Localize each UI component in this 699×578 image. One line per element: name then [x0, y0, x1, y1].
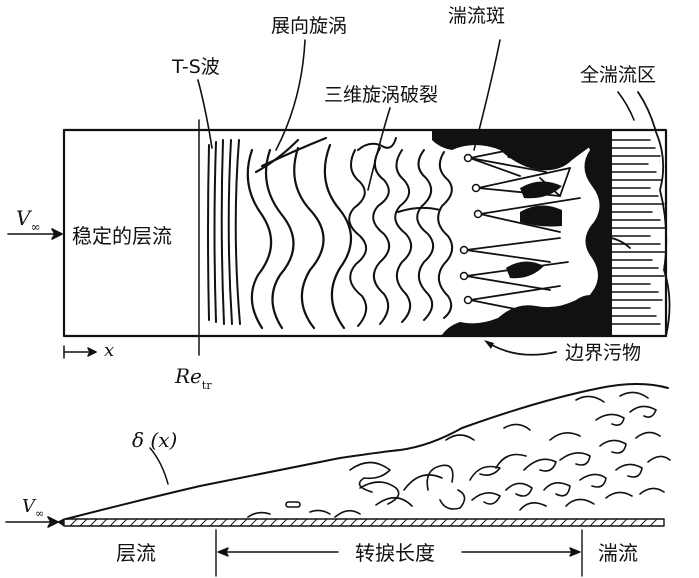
top-inflow-arrow: [7, 228, 63, 240]
top-v-main: V: [16, 206, 31, 230]
vortex-breakdown-curves: [348, 137, 454, 327]
early-disturbances: [247, 501, 361, 518]
bottom-boundary-layer-panel: [5, 383, 671, 577]
label-leaders: [197, 39, 635, 191]
top-v-sub: ∞: [30, 220, 41, 234]
turbulent-region-fill: [432, 131, 612, 335]
turbulent-label: 湍流: [598, 541, 638, 565]
leading-edge: [57, 518, 65, 527]
top-velocity-label: V∞: [16, 208, 40, 233]
laminar-label: 层流: [116, 541, 156, 565]
delta-leader: [149, 447, 169, 485]
stable-laminar-label: 稳定的层流: [72, 224, 172, 248]
re-tr-label: Retr: [175, 366, 212, 391]
re-main: Re: [175, 364, 202, 388]
boundary-contamination-label: 边界污物: [565, 342, 642, 364]
spot-origin-circles: [459, 153, 483, 305]
vortex-breakdown-label: 三维旋涡破裂: [324, 84, 439, 106]
bottom-v-main: V: [22, 496, 35, 517]
bottom-velocity-label: V∞: [22, 496, 45, 520]
ts-wave-lines: [207, 139, 241, 325]
bottom-inflow-arrow: [5, 516, 59, 528]
boundary-layer-edge: [65, 383, 669, 520]
delta-label: δ (x): [132, 428, 178, 452]
ts-wave-label: T-S波: [172, 56, 220, 78]
transition-length-dimension: [215, 529, 583, 577]
turbulent-spot-wedges: [465, 139, 631, 315]
fully-turbulent-hatch: [611, 139, 667, 325]
turbulent-spot-label: 湍流斑: [448, 5, 506, 27]
plate-hatch: [69, 518, 658, 527]
fully-turbulent-label: 全湍流区: [580, 64, 657, 86]
transition-length-label: 转捩长度: [355, 541, 435, 565]
re-sub: tr: [201, 379, 212, 392]
top-flow-panel: [7, 39, 671, 359]
x-axis-label: x: [104, 340, 115, 361]
spanwise-vortex-curves: [246, 136, 352, 330]
contamination-arrow: [484, 340, 557, 356]
spanwise-vortex-label: 展向旋涡: [271, 15, 348, 37]
turbulent-eddies: [349, 391, 671, 511]
bottom-v-sub: ∞: [35, 507, 45, 520]
x-axis-arrow: [63, 345, 97, 359]
turbulent-edge: [637, 91, 671, 337]
